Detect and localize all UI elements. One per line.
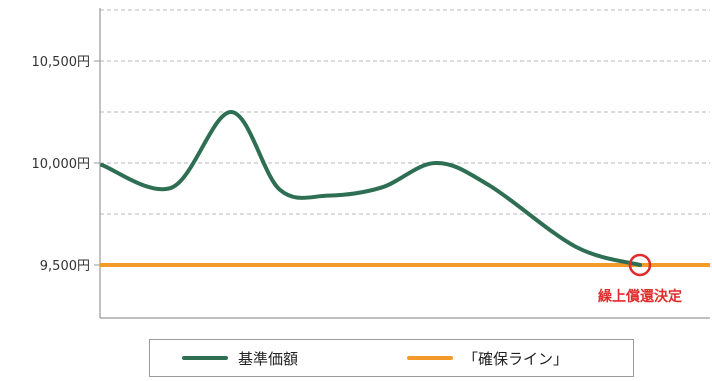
nav-series-line: [100, 110, 642, 267]
grid-lines: [100, 9, 710, 266]
legend-item-guarantee: 「確保ライン」: [407, 340, 568, 376]
legend-label-guarantee: 「確保ライン」: [463, 349, 569, 368]
legend-label-nav: 基準価額: [238, 349, 299, 368]
legend-item-nav: 基準価額: [182, 340, 298, 376]
y-tick-labels: 10,500円 10,000円 9,500円: [32, 55, 100, 274]
redemption-marker: [628, 253, 652, 277]
legend-swatch-guarantee: [407, 356, 453, 360]
chart-legend: 基準価額 「確保ライン」: [149, 339, 634, 377]
y-tick-label: 10,000円: [32, 157, 91, 172]
legend-swatch-nav: [182, 356, 228, 360]
y-tick-label: 9,500円: [40, 259, 90, 274]
y-tick-label: 10,500円: [32, 55, 91, 70]
redemption-annotation: 繰上償還決定: [598, 288, 682, 305]
